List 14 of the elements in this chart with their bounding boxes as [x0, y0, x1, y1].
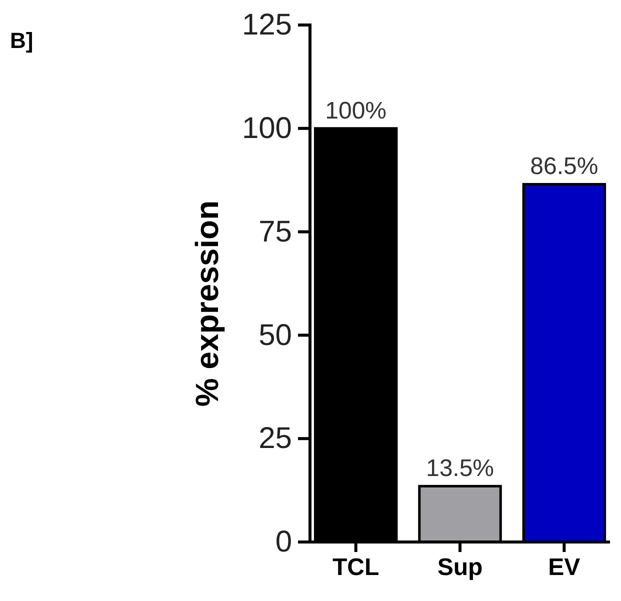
x-tick-label: TCL [332, 554, 380, 582]
y-tick-label: 0 [275, 526, 292, 559]
x-tick-label: EV [548, 554, 580, 582]
y-axis-title: % expression [189, 200, 225, 407]
y-tick-label: 100 [242, 112, 292, 145]
y-tick-label: 75 [258, 215, 292, 248]
y-tick-label: 25 [258, 422, 292, 456]
data-label: 100% [325, 97, 387, 124]
x-tick-label: Sup [437, 554, 483, 582]
y-tick-label: 125 [242, 8, 292, 42]
data-label: 13.5% [426, 455, 494, 482]
data-label: 86.5% [530, 153, 598, 180]
text: B] [10, 28, 34, 53]
y-tick-label: 50 [258, 318, 292, 352]
